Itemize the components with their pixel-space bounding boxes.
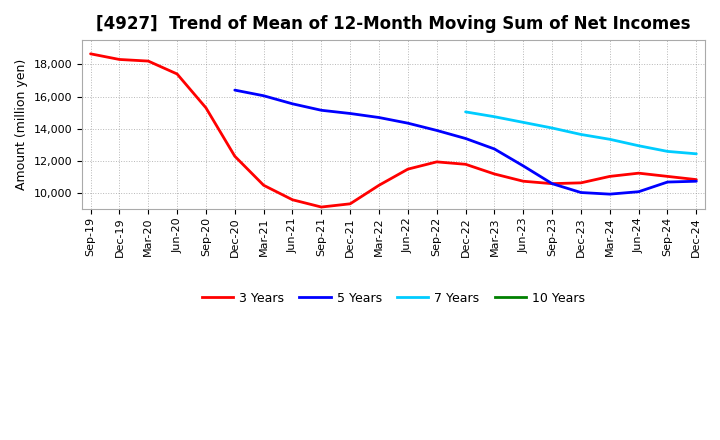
3 Years xyxy=(230,154,239,159)
3 Years xyxy=(692,177,701,182)
5 Years xyxy=(490,147,499,152)
3 Years xyxy=(403,166,412,172)
Y-axis label: Amount (million yen): Amount (million yen) xyxy=(15,59,28,191)
3 Years xyxy=(490,171,499,176)
7 Years xyxy=(692,151,701,157)
3 Years xyxy=(519,179,528,184)
Line: 3 Years: 3 Years xyxy=(91,54,696,207)
7 Years xyxy=(634,143,643,148)
5 Years xyxy=(577,190,585,195)
5 Years xyxy=(634,189,643,194)
3 Years xyxy=(259,183,268,188)
3 Years xyxy=(634,171,643,176)
5 Years xyxy=(606,191,614,197)
5 Years xyxy=(519,163,528,169)
7 Years xyxy=(577,132,585,137)
7 Years xyxy=(548,125,557,131)
7 Years xyxy=(663,149,672,154)
3 Years xyxy=(374,183,383,188)
5 Years xyxy=(259,93,268,99)
3 Years xyxy=(577,180,585,186)
5 Years xyxy=(462,136,470,141)
3 Years xyxy=(462,161,470,167)
5 Years xyxy=(346,111,354,116)
5 Years xyxy=(288,101,297,106)
7 Years xyxy=(462,109,470,114)
3 Years xyxy=(144,59,153,64)
Legend: 3 Years, 5 Years, 7 Years, 10 Years: 3 Years, 5 Years, 7 Years, 10 Years xyxy=(197,287,590,310)
5 Years xyxy=(230,88,239,93)
Line: 5 Years: 5 Years xyxy=(235,90,696,194)
7 Years xyxy=(490,114,499,119)
5 Years xyxy=(317,108,325,113)
3 Years xyxy=(86,51,95,56)
3 Years xyxy=(663,174,672,179)
3 Years xyxy=(173,71,181,77)
3 Years xyxy=(317,205,325,210)
3 Years xyxy=(606,174,614,179)
5 Years xyxy=(548,181,557,186)
Line: 7 Years: 7 Years xyxy=(466,112,696,154)
5 Years xyxy=(433,128,441,133)
3 Years xyxy=(115,57,124,62)
3 Years xyxy=(202,105,210,110)
7 Years xyxy=(519,120,528,125)
5 Years xyxy=(403,121,412,126)
3 Years xyxy=(433,159,441,165)
3 Years xyxy=(288,197,297,202)
7 Years xyxy=(606,137,614,142)
5 Years xyxy=(663,180,672,185)
3 Years xyxy=(548,181,557,186)
5 Years xyxy=(692,179,701,184)
5 Years xyxy=(374,115,383,120)
3 Years xyxy=(346,201,354,206)
Title: [4927]  Trend of Mean of 12-Month Moving Sum of Net Incomes: [4927] Trend of Mean of 12-Month Moving … xyxy=(96,15,690,33)
